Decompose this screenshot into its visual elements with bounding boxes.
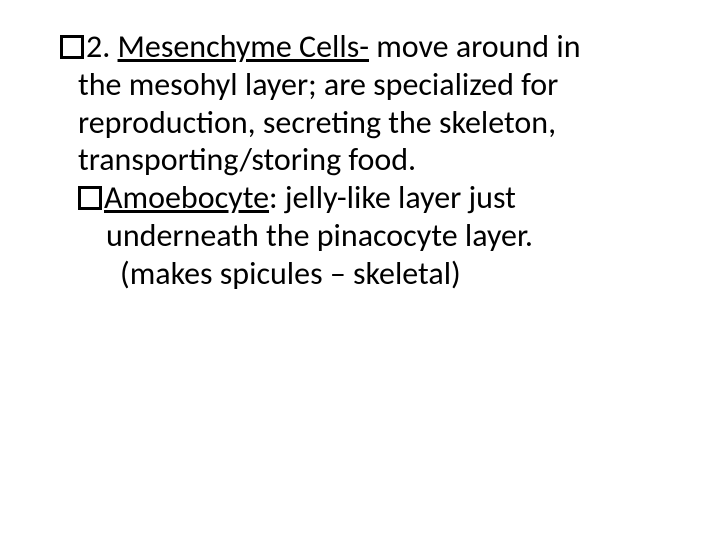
square-bullet-icon	[60, 35, 84, 59]
text-l2c: (makes spicules – skeletal)	[48, 255, 672, 293]
text-l2a: : jelly-like layer just	[269, 178, 516, 217]
term-amoebocyte: Amoebocyte	[104, 178, 269, 217]
text-l1c: reproduction, secreting the skeleton,	[48, 104, 672, 142]
square-bullet-icon	[78, 186, 102, 210]
slide: 2. Mesenchyme Cells- move around in the …	[0, 0, 720, 540]
text-l1b: the mesohyl layer; are specialized for	[48, 66, 672, 104]
bullet-item-2: Amoebocyte: jelly-like layer just	[48, 179, 672, 217]
text-l2b: underneath the pinacocyte layer.	[48, 217, 672, 255]
text-l1a: move around in	[369, 27, 581, 66]
text-l1d: transporting/storing food.	[48, 141, 672, 179]
bullet-item-1: 2. Mesenchyme Cells- move around in	[48, 28, 672, 66]
list-number: 2.	[86, 27, 118, 66]
term-mesenchyme: Mesenchyme Cells-	[118, 27, 369, 66]
